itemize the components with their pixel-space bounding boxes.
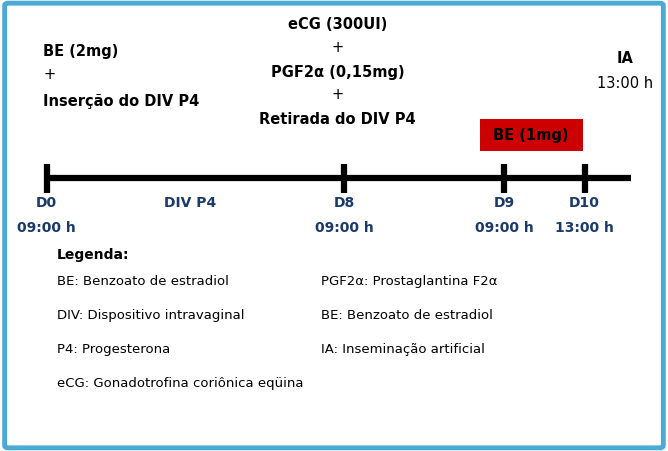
Text: Retirada do DIV P4: Retirada do DIV P4 bbox=[259, 112, 415, 127]
Text: PGF2α: Prostaglantina F2α: PGF2α: Prostaglantina F2α bbox=[321, 276, 497, 288]
Text: D9: D9 bbox=[494, 196, 515, 210]
Text: +: + bbox=[331, 40, 343, 55]
Text: DIV: Dispositivo intravaginal: DIV: Dispositivo intravaginal bbox=[57, 309, 244, 322]
Text: D0: D0 bbox=[36, 196, 57, 210]
Text: BE (2mg): BE (2mg) bbox=[43, 44, 119, 60]
Text: Legenda:: Legenda: bbox=[57, 248, 130, 262]
Text: P4: Progesterona: P4: Progesterona bbox=[57, 343, 170, 356]
Text: BE: Benzoato de estradiol: BE: Benzoato de estradiol bbox=[57, 276, 228, 288]
Text: 09:00 h: 09:00 h bbox=[475, 221, 534, 235]
Text: +: + bbox=[331, 87, 343, 102]
Text: DIV P4: DIV P4 bbox=[164, 196, 216, 210]
Text: BE: Benzoato de estradiol: BE: Benzoato de estradiol bbox=[321, 309, 492, 322]
Text: Inserção do DIV P4: Inserção do DIV P4 bbox=[43, 94, 200, 109]
FancyBboxPatch shape bbox=[480, 119, 583, 151]
Text: D10: D10 bbox=[569, 196, 600, 210]
Text: BE (1mg): BE (1mg) bbox=[493, 128, 569, 143]
Text: +: + bbox=[43, 67, 55, 82]
Text: eCG (300UI): eCG (300UI) bbox=[288, 17, 387, 32]
Text: 09:00 h: 09:00 h bbox=[315, 221, 373, 235]
Text: eCG: Gonadotrofina coriônica eqüina: eCG: Gonadotrofina coriônica eqüina bbox=[57, 377, 303, 390]
Text: 13:00 h: 13:00 h bbox=[597, 76, 653, 91]
Text: 13:00 h: 13:00 h bbox=[555, 221, 614, 235]
Text: IA: IA bbox=[616, 51, 633, 66]
Text: IA: Inseminação artificial: IA: Inseminação artificial bbox=[321, 343, 484, 356]
Text: 09:00 h: 09:00 h bbox=[17, 221, 76, 235]
Text: PGF2α (0,15mg): PGF2α (0,15mg) bbox=[271, 64, 404, 80]
Text: D8: D8 bbox=[333, 196, 355, 210]
